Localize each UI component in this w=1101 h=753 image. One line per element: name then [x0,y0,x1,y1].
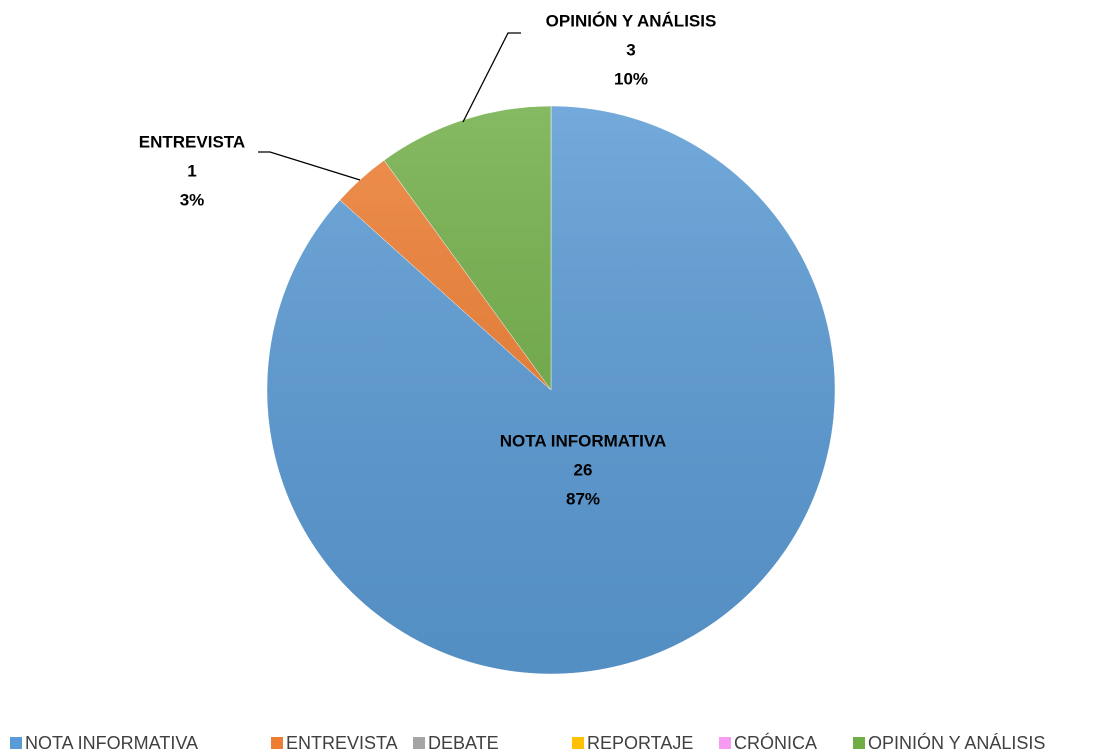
legend-swatch [413,737,425,749]
pie [266,105,836,675]
legend-label: NOTA INFORMATIVA [25,733,198,753]
legend-swatch [10,737,22,749]
legend-label: REPORTAJE [587,733,693,753]
data-label-category: NOTA INFORMATIVA [500,431,667,450]
data-label-category: ENTREVISTA [139,132,245,151]
leader-line [258,151,361,181]
data-labels: NOTA INFORMATIVA 26 87% ENTREVISTA 1 3% OPINIÓ… [139,11,717,508]
data-label-value: 26 [574,460,593,479]
legend-swatch [853,737,865,749]
legend-label: DEBATE [428,733,499,753]
legend-label: CRÓNICA [734,732,817,753]
data-label-category: OPINIÓN Y ANÁLISIS [546,11,717,30]
legend-swatch [271,737,283,749]
data-label-percent: 87% [566,489,600,508]
data-label-value: 1 [187,161,196,180]
legend-swatch [572,737,584,749]
leader-line [462,32,521,123]
data-label-percent: 10% [614,69,648,88]
data-label-percent: 3% [180,190,205,209]
legend: NOTA INFORMATIVA ENTREVISTA DEBATE REPORTAJ… [10,732,1045,753]
data-label-value: 3 [626,40,635,59]
legend-label: ENTREVISTA [286,733,398,753]
legend-swatch [719,737,731,749]
legend-label: OPINIÓN Y ANÁLISIS [868,732,1045,753]
